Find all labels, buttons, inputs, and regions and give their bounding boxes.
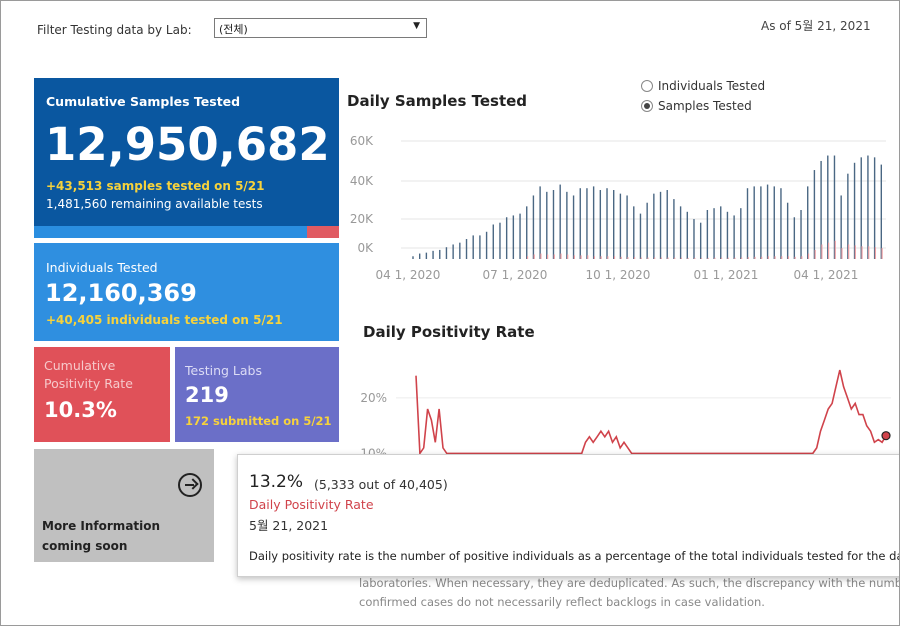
remaining-tests-bar (34, 226, 339, 238)
y-tick-label: 60K (350, 134, 374, 148)
testing-labs-delta: 172 submitted on 5/21 (185, 414, 332, 428)
y-tick-label: 40K (350, 174, 374, 188)
more-info-line1: More Information (42, 519, 161, 533)
individuals-tested-value: 12,160,369 (45, 279, 197, 307)
radio-samples-tested[interactable] (641, 100, 653, 112)
x-tick-label: 04 1, 2021 (794, 268, 859, 282)
daily-positivity-title: Daily Positivity Rate (363, 323, 535, 341)
tooltip-description: Daily positivity rate is the number of p… (249, 549, 900, 563)
y-tick-label: 0K (357, 241, 374, 255)
y-tick-label: 20K (350, 212, 374, 226)
x-tick-label: 01 1, 2021 (694, 268, 759, 282)
positivity-title-line1: Cumulative (44, 358, 116, 373)
daily-samples-title: Daily Samples Tested (347, 92, 528, 110)
lab-filter-value: (전체) (219, 23, 248, 36)
daily-samples-chart: 0K 20K 40K 60K 04 1, 2020 07 1, 2020 10 1, 202… (350, 134, 886, 282)
positivity-title-line2: Positivity Rate (44, 376, 133, 391)
more-information-tile[interactable]: More Information coming soon (34, 449, 214, 562)
tooltip-date: 5월 21, 2021 (249, 518, 329, 533)
positivity-tooltip: 13.2% (5,333 out of 40,405) Daily Positi… (237, 454, 900, 577)
tooltip-label: Daily Positivity Rate (249, 497, 374, 512)
cumulative-samples-title: Cumulative Samples Tested (46, 94, 241, 109)
testing-labs-value: 219 (185, 383, 229, 407)
filter-label: Filter Testing data by Lab: (37, 23, 192, 37)
tooltip-detail: (5,333 out of 40,405) (314, 477, 448, 492)
cumulative-positivity-tile: Cumulative Positivity Rate 10.3% (34, 347, 170, 442)
legend-samples-tested[interactable]: Samples Tested (641, 96, 765, 116)
chevron-down-icon: ▼ (413, 21, 420, 31)
y-tick-label: 10% (360, 446, 387, 456)
testing-labs-tile: Testing Labs 219 172 submitted on 5/21 (175, 347, 339, 442)
individuals-tested-title: Individuals Tested (46, 260, 158, 275)
chart-legend: Individuals Tested Samples Tested (641, 76, 765, 116)
x-tick-label: 07 1, 2020 (483, 268, 548, 282)
testing-labs-title: Testing Labs (185, 363, 262, 378)
footnote-line1: laboratories. When necessary, they are d… (359, 576, 900, 590)
arrow-right-icon[interactable] (178, 473, 202, 497)
more-info-line2: coming soon (42, 539, 128, 553)
individuals-tested-tile: Individuals Tested 12,160,369 +40,405 in… (34, 243, 339, 341)
legend-individuals-tested[interactable]: Individuals Tested (641, 76, 765, 96)
footnote-line2: confirmed cases do not necessarily refle… (359, 595, 765, 609)
daily-positivity-chart: 20% 10% (360, 369, 891, 456)
x-tick-label: 10 1, 2020 (586, 268, 651, 282)
remaining-tests: 1,481,560 remaining available tests (46, 197, 263, 211)
individuals-tested-delta: +40,405 individuals tested on 5/21 (46, 313, 283, 327)
legend-individuals-label: Individuals Tested (658, 79, 766, 93)
radio-individuals-tested[interactable] (641, 80, 653, 92)
tooltip-value: 13.2% (249, 472, 304, 492)
lab-filter-select[interactable]: (전체) ▼ (214, 18, 427, 38)
legend-samples-label: Samples Tested (658, 99, 752, 113)
used-tests-bar (307, 226, 339, 238)
as-of-date: As of 5월 21, 2021 (761, 19, 871, 33)
positivity-value: 10.3% (44, 398, 117, 422)
positivity-line (415, 369, 887, 456)
x-tick-label: 04 1, 2020 (376, 268, 441, 282)
cumulative-samples-delta: +43,513 samples tested on 5/21 (46, 179, 265, 193)
y-tick-label: 20% (360, 391, 387, 405)
highlighted-point (881, 431, 891, 441)
cumulative-samples-value: 12,950,682 (45, 118, 330, 171)
cumulative-samples-tile: Cumulative Samples Tested 12,950,682 +43… (34, 78, 339, 238)
